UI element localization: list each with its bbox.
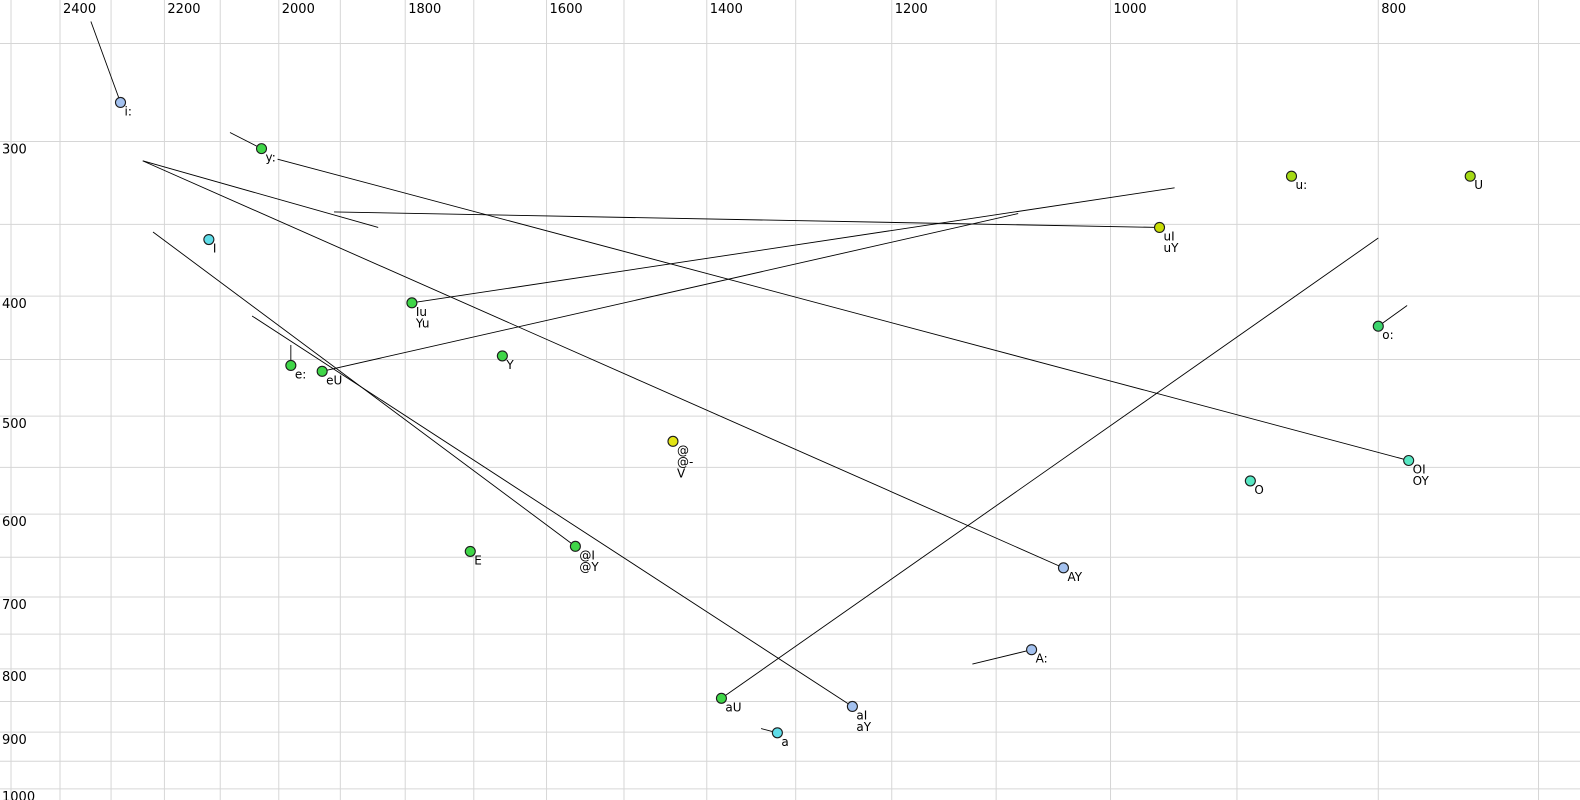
point-label-aU: aU — [725, 700, 741, 714]
segment-Iu-glide — [411, 187, 1175, 304]
point-label-aY: aY — [856, 720, 871, 734]
segment-o:-tail — [1378, 305, 1408, 327]
segment-aU-glide — [721, 237, 1379, 699]
point-label-O: O — [1254, 483, 1263, 497]
y-axis-tick-label-500: 500 — [2, 417, 27, 432]
segment-y:-tail — [229, 132, 262, 150]
data-point-I — [203, 233, 215, 246]
point-label-I: I — [213, 242, 217, 256]
point-label-uI: uI — [1164, 229, 1175, 243]
point-label-y:: y: — [266, 151, 276, 165]
segment-eU-glide — [322, 213, 1019, 372]
y-axis-tick-label-700: 700 — [2, 598, 27, 613]
point-label-u:: u: — [1296, 178, 1308, 192]
x-axis-tick-label-2000: 2000 — [282, 2, 315, 17]
point-label-A:: A: — [1036, 652, 1048, 666]
segment-A:-tail — [972, 649, 1032, 665]
point-label-OY: OY — [1413, 474, 1430, 488]
data-point-O — [1244, 475, 1256, 487]
segment-i:-tail — [90, 21, 121, 103]
x-axis-tick-label-800: 800 — [1381, 2, 1406, 17]
point-label-eU: eU — [326, 373, 342, 387]
point-label-@I: @I — [579, 548, 595, 562]
data-point-U — [1464, 170, 1476, 182]
data-point-i: — [114, 96, 127, 109]
data-point-aU — [715, 692, 727, 704]
x-axis-tick-label-1200: 1200 — [895, 2, 928, 17]
data-point-A: — [1026, 644, 1038, 656]
segment-OI-glide — [277, 158, 1409, 461]
data-point-E — [464, 545, 476, 557]
data-point-u: — [1285, 170, 1298, 182]
data-point-Iu-Yu — [406, 297, 418, 309]
data-point-eU — [316, 365, 328, 377]
point-label-e:: e: — [295, 367, 306, 381]
x-axis-tick-label-1000: 1000 — [1114, 2, 1147, 17]
y-axis-tick-label-800: 800 — [2, 670, 27, 685]
data-point-AY — [1057, 562, 1070, 574]
point-label-Y: Y — [505, 358, 514, 372]
data-point-Y — [496, 350, 508, 362]
x-axis-tick-label-1400: 1400 — [710, 2, 743, 17]
point-label-i:: i: — [124, 104, 131, 118]
point-label-V: V — [677, 466, 686, 480]
segment-aI-glide — [251, 315, 853, 707]
point-label-@-: @- — [677, 455, 693, 469]
x-axis-tick-label-1800: 1800 — [408, 2, 441, 17]
y-axis-tick-label-400: 400 — [2, 297, 27, 312]
point-label-U: U — [1474, 178, 1483, 192]
point-label-@: @ — [677, 443, 689, 457]
data-point-a — [771, 727, 783, 739]
data-point-@I-@Y — [569, 540, 581, 552]
segment-glide-extra — [142, 160, 379, 228]
y-axis-tick-label-1000: 1000 — [2, 790, 35, 800]
data-point-o: — [1372, 320, 1384, 332]
data-point-OI-OY — [1403, 454, 1415, 467]
point-label-Yu: Yu — [415, 316, 430, 330]
point-label-Iu: Iu — [416, 305, 427, 319]
data-point-@-@--V — [667, 435, 679, 447]
data-point-uI-uY — [1153, 221, 1166, 233]
x-axis-tick-label-2400: 2400 — [63, 2, 96, 17]
point-label-OI: OI — [1413, 463, 1426, 477]
data-point-y: — [255, 143, 268, 155]
segment-AY-glide — [142, 160, 1064, 569]
point-label-o:: o: — [1382, 328, 1393, 342]
data-point-aI-aY — [846, 700, 858, 713]
x-axis-tick-label-2200: 2200 — [167, 2, 200, 17]
point-label-a: a — [781, 735, 788, 749]
y-axis-tick-label-900: 900 — [2, 733, 27, 748]
x-axis-tick-label-1600: 1600 — [550, 2, 583, 17]
point-label-E: E — [474, 553, 482, 567]
data-point-e: — [285, 359, 297, 371]
point-label-@Y: @Y — [579, 560, 599, 574]
point-label-uY: uY — [1164, 241, 1180, 255]
segment-uI-glide — [334, 211, 1160, 228]
y-axis-tick-label-300: 300 — [2, 143, 27, 158]
point-label-aI: aI — [856, 708, 867, 722]
point-label-AY: AY — [1067, 570, 1082, 584]
y-axis-tick-label-600: 600 — [2, 515, 27, 530]
